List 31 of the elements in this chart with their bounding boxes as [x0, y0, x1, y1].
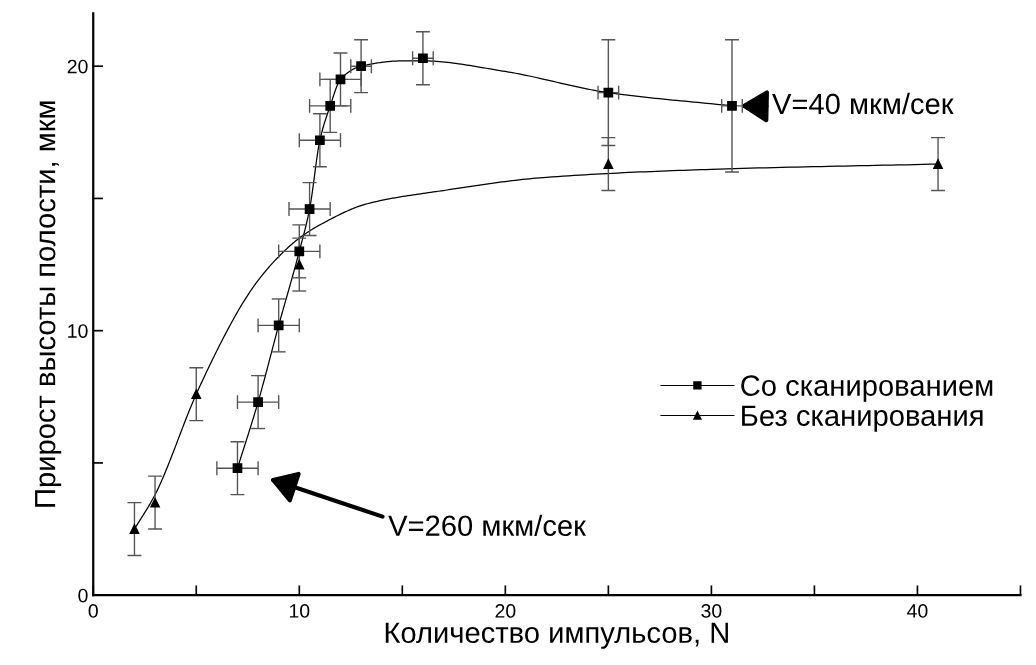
point: [294, 259, 305, 270]
annotation: V=260 мкм/сек: [388, 514, 587, 537]
legend-label: Со сканированием: [741, 375, 993, 402]
point: [232, 463, 243, 474]
y-tick-label: 10: [68, 324, 88, 338]
x-tick-label: 10: [289, 604, 310, 618]
point: [325, 101, 336, 111]
point: [191, 389, 202, 400]
point: [315, 135, 325, 146]
point: [253, 397, 263, 407]
point: [150, 497, 160, 508]
point: [129, 524, 140, 534]
y-tick-label: 20: [67, 59, 88, 74]
point: [603, 159, 614, 169]
y-axis-title: Прирост высоты полости, мкм: [35, 101, 62, 507]
point: [603, 87, 614, 98]
point: [356, 61, 366, 72]
x-tick-label: 40: [907, 604, 928, 618]
point: [273, 320, 284, 331]
x-axis-title: Количество импульсов, N: [385, 622, 728, 649]
x-tick-label: 0: [88, 604, 98, 618]
y-tick-label: 0: [78, 588, 88, 603]
point: [727, 101, 737, 111]
annotation: V=40 мкм/сек: [772, 92, 954, 115]
point: [304, 204, 315, 214]
point: [418, 53, 428, 64]
point: [933, 159, 943, 169]
x-tick-label: 20: [495, 604, 516, 618]
legend-label: Без сканирования: [742, 405, 983, 432]
point: [294, 246, 305, 257]
x-tick-label: 30: [701, 604, 722, 618]
